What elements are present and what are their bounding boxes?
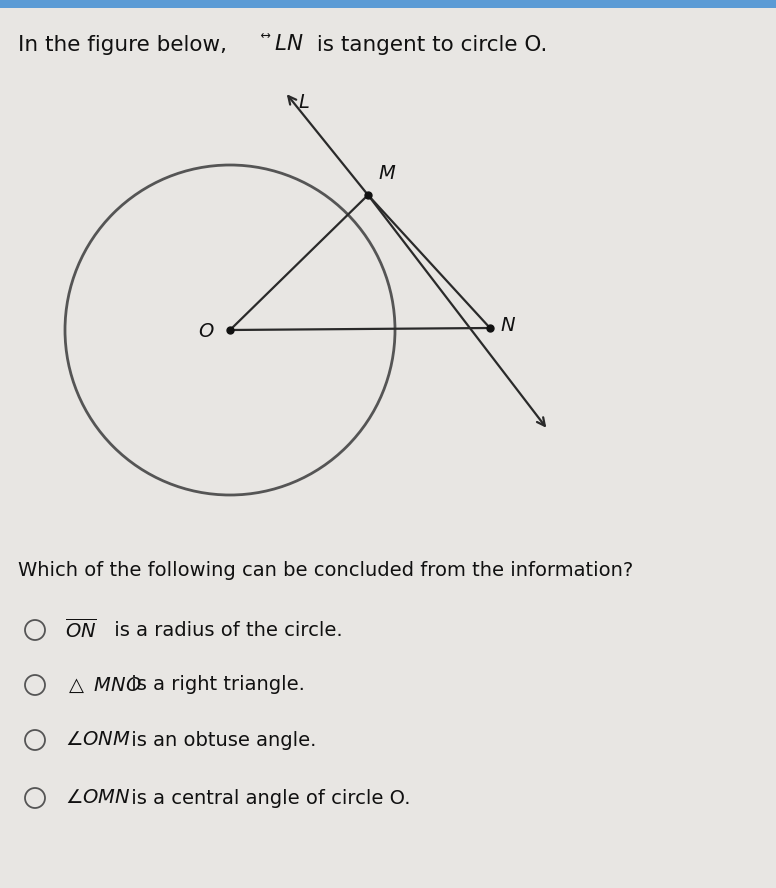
Text: $O$: $O$ xyxy=(199,323,215,341)
Text: $L$: $L$ xyxy=(298,94,310,112)
Text: is an obtuse angle.: is an obtuse angle. xyxy=(125,731,317,749)
Text: $\triangle\ MNO$: $\triangle\ MNO$ xyxy=(65,676,142,694)
Text: is a right triangle.: is a right triangle. xyxy=(125,676,305,694)
Text: is a radius of the circle.: is a radius of the circle. xyxy=(108,621,343,639)
Text: In the figure below,: In the figure below, xyxy=(18,35,227,55)
Text: $\angle ONM$: $\angle ONM$ xyxy=(65,731,130,749)
Bar xyxy=(0,0,776,8)
Text: $\overline{ON}$: $\overline{ON}$ xyxy=(65,618,97,642)
Text: is tangent to circle O.: is tangent to circle O. xyxy=(310,35,547,55)
Text: $N$: $N$ xyxy=(500,317,516,335)
Text: $\angle OMN$: $\angle OMN$ xyxy=(65,789,130,807)
Text: is a central angle of circle O.: is a central angle of circle O. xyxy=(125,789,411,807)
Text: $M$: $M$ xyxy=(378,165,397,183)
Text: Which of the following can be concluded from the information?: Which of the following can be concluded … xyxy=(18,560,633,580)
Text: $\overleftrightarrow{LN}$: $\overleftrightarrow{LN}$ xyxy=(260,33,303,55)
